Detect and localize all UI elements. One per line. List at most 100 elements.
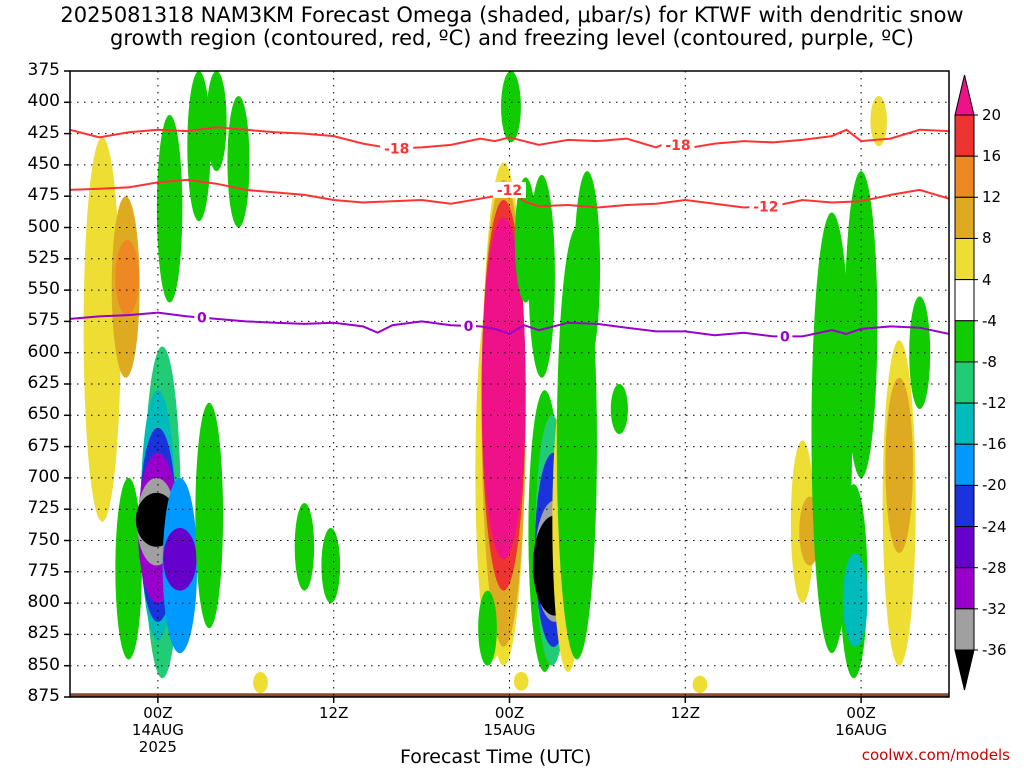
contour-label: -18 [665, 138, 690, 154]
colorbar-label: -16 [982, 435, 1007, 454]
y-tick-label: 400 [27, 91, 60, 112]
contour-label-bg [777, 328, 793, 345]
y-tick-label: 625 [27, 373, 60, 393]
x-tick-label-line: 15AUG [483, 721, 536, 739]
omega-cell [574, 171, 601, 366]
x-tick-label-line: 12Z [670, 704, 700, 722]
y-tick-label: 500 [27, 216, 60, 237]
omega-cell [227, 96, 250, 228]
colorbar-box [954, 443, 975, 486]
temperature-contours: -18 -18 -12 -12 0 0 0 [70, 126, 949, 345]
x-tick-label-line: 2025 [138, 738, 177, 756]
colorbar-label: 4 [982, 270, 992, 289]
y-tick-label: 600 [27, 341, 60, 362]
contour-label: 0 [464, 319, 474, 335]
colorbar-box [954, 114, 975, 157]
chart-title: 2025081318 NAM3KM Forecast Omega (shaded… [0, 4, 1024, 50]
colorbar-box [954, 320, 975, 363]
omega-cell [692, 675, 708, 694]
colorbar [954, 74, 978, 691]
colorbar-label: 20 [982, 106, 1002, 124]
colorbar-label: -20 [982, 476, 1007, 495]
omega-cell [206, 71, 227, 172]
contour-label-bg [493, 181, 526, 198]
contour-label: -12 [497, 183, 522, 199]
colorbar-box [954, 361, 975, 404]
contour-label: 0 [197, 311, 207, 327]
y-tick-label: 525 [27, 247, 60, 268]
x-tick-label-line: 00Z [494, 704, 525, 722]
colorbar-label: -36 [982, 641, 1007, 659]
omega-cell [478, 590, 497, 666]
credit-link[interactable]: coolwx.com/models [861, 746, 1010, 764]
colorbar-label: -4 [982, 311, 997, 330]
colorbar-label: -28 [982, 558, 1007, 577]
y-tick-label: 875 [27, 686, 60, 706]
omega-cell [909, 296, 931, 410]
colorbar-top-arrow [954, 74, 975, 116]
omega-cell [501, 71, 521, 143]
x-tick-label: 00Z 14AUG 2025 [118, 705, 198, 756]
contour-line [70, 126, 949, 150]
omega-cell [513, 671, 529, 691]
contour-label-bg [460, 317, 476, 334]
colorbar-bottom-arrow [954, 649, 975, 691]
omega-cell [844, 171, 878, 478]
colorbar-box [954, 196, 975, 239]
x-tick-label-line: 14AUG [131, 721, 184, 739]
colorbar-box [954, 567, 975, 610]
x-tick-label: 12Z [294, 705, 374, 722]
omega-cell [842, 553, 868, 647]
colorbar-box [954, 402, 975, 445]
y-tick-label: 850 [27, 654, 60, 675]
omega-cell [885, 377, 913, 554]
x-tick-label-line: 12Z [319, 704, 349, 722]
y-tick-label: 575 [27, 310, 60, 331]
colorbar-box [954, 279, 975, 322]
y-tick-label: 475 [27, 185, 60, 206]
colorbar-label: 16 [982, 147, 1002, 166]
omega-cell [321, 527, 341, 604]
colorbar-box [954, 155, 975, 198]
y-tick-label: 750 [27, 529, 60, 550]
omega-cell [481, 217, 526, 560]
colorbar-box [954, 237, 975, 281]
contour-label-bg [380, 140, 414, 157]
omega-cell [115, 477, 142, 660]
colorbar-box [954, 526, 975, 569]
x-axis-title: Forecast Time (UTC) [400, 746, 592, 768]
contour-label-bg [661, 136, 695, 153]
x-tick-label: 00Z 16AUG [821, 705, 901, 739]
title-line-2: growth region (contoured, red, ºC) and f… [110, 26, 914, 50]
y-tick-label: 650 [27, 404, 60, 425]
x-tick-label: 12Z [645, 705, 725, 722]
y-tick-label: 375 [27, 60, 60, 80]
y-tick-label: 700 [27, 466, 60, 487]
colorbar-label: -8 [982, 352, 997, 371]
colorbar-label: -12 [982, 394, 1007, 413]
contour-label: 0 [780, 329, 790, 345]
colorbar-label: -32 [982, 599, 1007, 618]
colorbar-label: 8 [982, 229, 992, 248]
y-tick-label: 725 [27, 498, 60, 519]
colorbar-box [954, 484, 975, 528]
omega-cell [610, 384, 628, 435]
contour-label-bg [194, 309, 210, 326]
x-tick-label-line: 00Z [143, 704, 173, 722]
omega-shaded-field [83, 71, 931, 694]
contour-label: -18 [384, 141, 409, 157]
omega-cell [156, 114, 183, 303]
colorbar-box [954, 608, 975, 651]
omega-cell [83, 137, 121, 522]
omega-cell [115, 240, 139, 316]
omega-cell [187, 71, 211, 222]
y-tick-label: 675 [27, 435, 60, 456]
x-tick-label-line: 00Z [846, 704, 876, 722]
y-tick-label: 825 [27, 623, 60, 644]
y-tick-label: 550 [27, 279, 60, 300]
contour-label-bg [749, 198, 783, 215]
colorbar-label: -24 [982, 517, 1007, 536]
omega-cell [195, 402, 224, 629]
omega-cell [163, 527, 197, 591]
